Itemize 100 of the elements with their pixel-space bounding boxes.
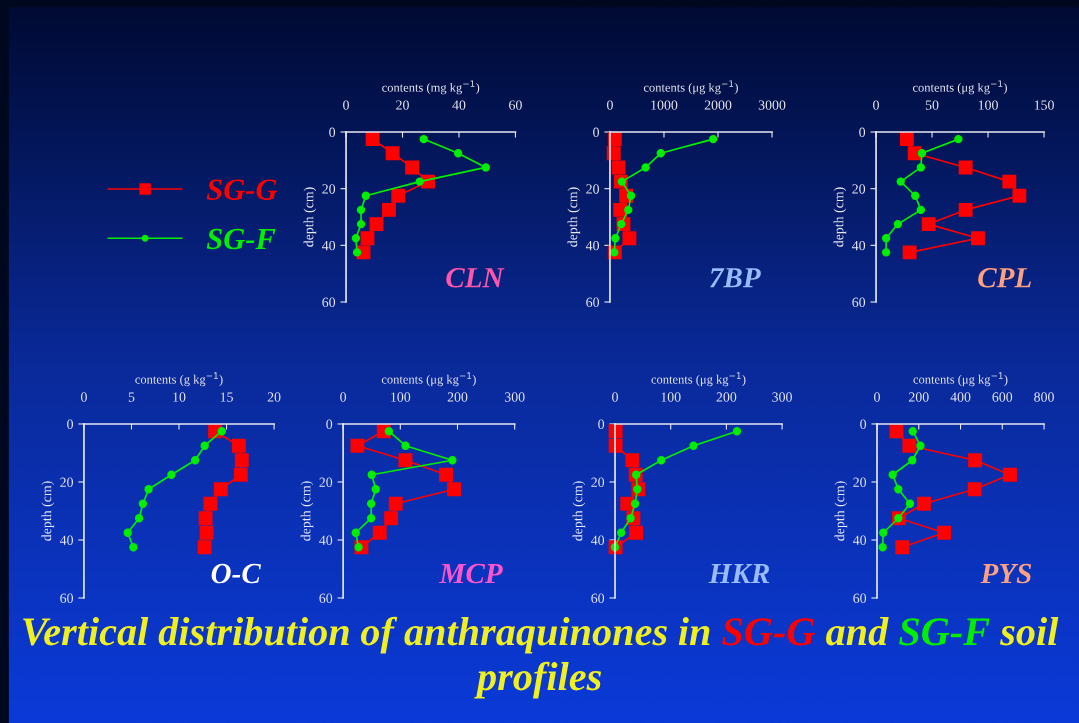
point bbox=[405, 160, 420, 175]
point bbox=[129, 543, 138, 552]
x-tick-label: 0 bbox=[612, 392, 618, 402]
x-tick-label: 300 bbox=[504, 392, 525, 402]
point bbox=[899, 132, 914, 147]
y-tick-label: 40 bbox=[591, 535, 605, 545]
point bbox=[439, 467, 454, 482]
y-axis-title: depth (cm) bbox=[41, 481, 55, 541]
x-tick-label: 10 bbox=[173, 392, 186, 402]
annotation: CPL bbox=[978, 267, 1031, 288]
point bbox=[895, 540, 910, 555]
point bbox=[896, 177, 905, 186]
y-tick-label: 0 bbox=[67, 419, 73, 429]
y-tick-label: 20 bbox=[322, 184, 336, 194]
y-tick-label: 0 bbox=[329, 127, 336, 137]
point bbox=[967, 482, 982, 497]
x-tick-label: 0 bbox=[81, 392, 87, 402]
x-tick-label: 400 bbox=[950, 392, 971, 402]
point bbox=[689, 441, 698, 450]
point bbox=[1012, 188, 1027, 203]
annotation: MCP bbox=[439, 563, 503, 584]
point bbox=[916, 163, 926, 172]
point bbox=[197, 540, 212, 555]
annotation: 7BP bbox=[710, 268, 761, 288]
point bbox=[203, 496, 218, 511]
x-tick-label: 60 bbox=[509, 100, 522, 110]
point bbox=[190, 456, 200, 465]
point bbox=[616, 528, 626, 537]
x-tick-label: 600 bbox=[992, 392, 1013, 402]
point bbox=[902, 245, 917, 260]
point bbox=[167, 470, 176, 479]
point bbox=[657, 456, 666, 465]
point bbox=[447, 482, 462, 497]
point bbox=[481, 163, 490, 172]
x-axis-title: contents (μg kg$^{−1}$) bbox=[381, 372, 476, 387]
point bbox=[213, 482, 228, 497]
legend-label: SG-F bbox=[206, 228, 276, 250]
point bbox=[881, 234, 891, 243]
x-tick-label: 0 bbox=[874, 392, 880, 402]
x-tick-label: 20 bbox=[267, 392, 281, 402]
point bbox=[391, 188, 406, 203]
point bbox=[611, 160, 626, 175]
point bbox=[894, 485, 903, 494]
x-tick-label: 15 bbox=[220, 392, 233, 402]
point bbox=[937, 525, 951, 540]
x-tick-label: 0 bbox=[340, 392, 347, 402]
annotation: CLN bbox=[446, 267, 505, 288]
point bbox=[879, 528, 888, 537]
point bbox=[453, 149, 463, 158]
x-tick-label: 20 bbox=[396, 100, 409, 110]
x-tick-label: 100 bbox=[391, 392, 411, 402]
point bbox=[625, 453, 640, 468]
point bbox=[233, 467, 248, 482]
point bbox=[365, 132, 380, 147]
y-tick-label: 60 bbox=[319, 593, 333, 603]
y-axis-title: depth (cm) bbox=[834, 481, 848, 541]
point bbox=[398, 453, 413, 468]
point bbox=[385, 146, 400, 161]
point bbox=[630, 499, 640, 508]
point bbox=[641, 163, 650, 172]
y-axis-title: depth (cm) bbox=[567, 187, 581, 247]
point bbox=[908, 456, 917, 465]
x-axis-title: contents (g kg$^{−1}$) bbox=[135, 372, 223, 387]
x-tick-label: 40 bbox=[452, 100, 466, 110]
point bbox=[231, 438, 246, 453]
point bbox=[356, 205, 366, 215]
y-axis-title: depth (cm) bbox=[303, 187, 317, 247]
y-tick-label: 0 bbox=[326, 419, 333, 429]
point bbox=[911, 191, 920, 200]
point bbox=[622, 231, 637, 246]
point bbox=[384, 511, 399, 526]
annotation: O-C bbox=[211, 563, 262, 584]
point bbox=[1002, 174, 1017, 189]
point bbox=[366, 499, 376, 508]
y-tick-label: 40 bbox=[322, 240, 336, 251]
point bbox=[351, 528, 360, 537]
x-tick-label: 300 bbox=[772, 392, 792, 402]
point bbox=[401, 441, 410, 450]
x-tick-label: 200 bbox=[716, 392, 737, 402]
y-tick-label: 60 bbox=[586, 297, 600, 307]
point bbox=[369, 217, 384, 232]
point bbox=[366, 514, 376, 523]
y-axis-title: depth (cm) bbox=[572, 481, 586, 541]
point bbox=[123, 528, 132, 537]
point bbox=[889, 424, 904, 439]
point bbox=[881, 248, 891, 257]
y-tick-label: 20 bbox=[319, 477, 333, 487]
y-tick-label: 0 bbox=[593, 127, 600, 137]
point bbox=[419, 134, 428, 144]
point bbox=[916, 441, 925, 450]
x-tick-label: 5 bbox=[128, 392, 135, 402]
y-tick-label: 0 bbox=[859, 127, 866, 137]
point bbox=[200, 441, 209, 450]
point bbox=[199, 525, 214, 540]
x-tick-label: 800 bbox=[1034, 392, 1054, 402]
point bbox=[371, 485, 380, 494]
x-tick-label: 150 bbox=[1034, 100, 1054, 110]
point bbox=[350, 438, 365, 453]
y-tick-label: 60 bbox=[322, 297, 336, 307]
point bbox=[352, 248, 362, 257]
